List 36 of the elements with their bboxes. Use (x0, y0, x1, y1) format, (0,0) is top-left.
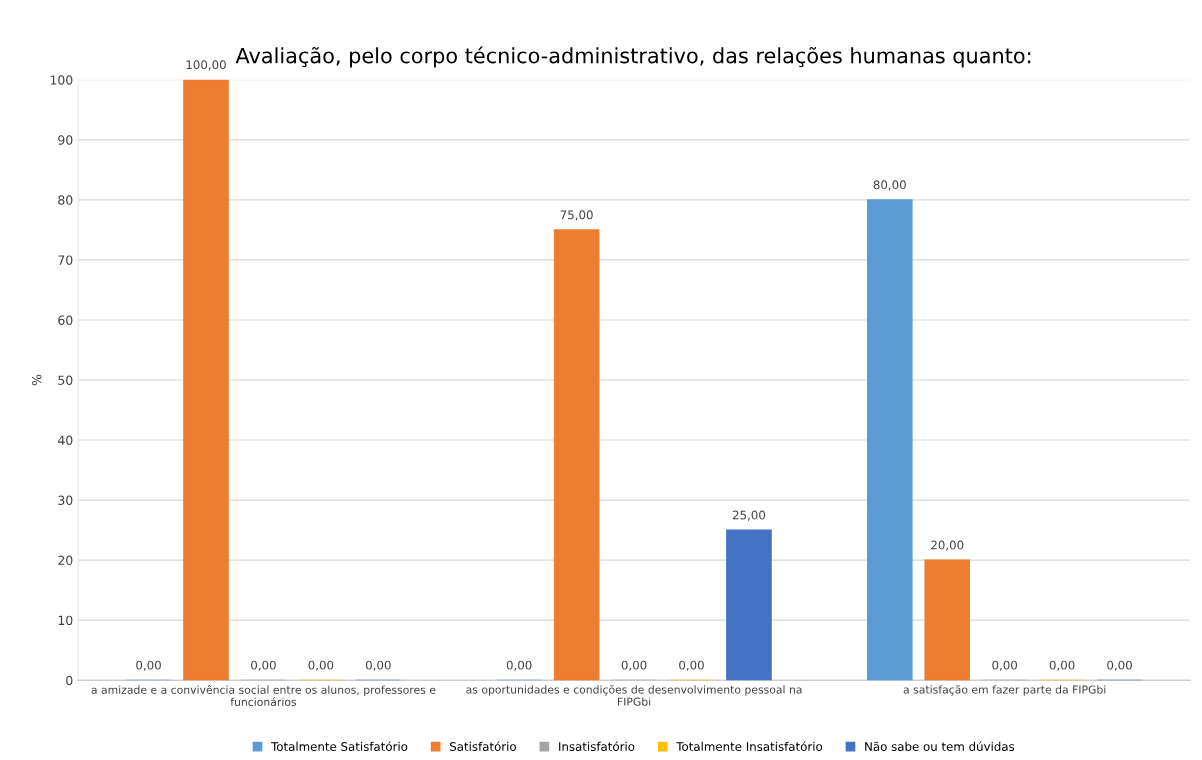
legend-label: Insatisfatório (559, 741, 635, 751)
data-label: 100,00 (186, 60, 226, 71)
data-label: 0,00 (136, 660, 161, 671)
y-tick-label: 20 (58, 555, 73, 566)
data-label: 0,00 (621, 660, 647, 671)
y-tick-label: 10 (58, 615, 73, 626)
data-label: 0,00 (251, 660, 276, 671)
legend-label: Totalmente Satisfatório (271, 741, 408, 751)
x-tick-label: a satisfação em fazer parte da FIPGbi (903, 685, 1106, 696)
data-label: 80,00 (873, 180, 906, 191)
y-tick-label: 90 (58, 135, 73, 145)
y-axis-title: % (31, 374, 42, 386)
y-tick-label: 50 (58, 375, 73, 385)
x-tick-label: as oportunidades e condições de desenvolvimento pessoal na FIPGbi (466, 685, 802, 706)
data-label: 0,00 (365, 660, 391, 671)
y-tick-label: 0 (66, 675, 73, 686)
y-tick-label: 30 (58, 495, 73, 506)
legend-label: Totalmente Insatisfatório (676, 741, 823, 751)
y-tick-label: 40 (57, 435, 73, 445)
y-tick-label: 70 (58, 255, 73, 265)
y-tick-label: 60 (58, 315, 73, 325)
x-tick-label: a amizade e a convivência social entre os alunos, professores e funcionários (91, 685, 436, 707)
data-label: 0,00 (308, 660, 334, 671)
legend-label: Não sabe ou tem dúvidas (865, 741, 1015, 751)
data-label: 25,00 (732, 510, 766, 521)
data-label: 0,00 (1049, 660, 1075, 671)
data-label: 20,00 (931, 540, 964, 551)
legend-label: Satisfatório (450, 741, 516, 751)
y-tick-label: 80 (58, 195, 73, 205)
data-label: 75,00 (560, 210, 593, 221)
chart-title: Avaliação, pelo corpo técnico-administrativo, das relações humanas quanto: (235, 46, 1031, 68)
data-label: 0,00 (992, 660, 1018, 671)
data-label: 0,00 (1107, 660, 1132, 671)
data-label: 0,00 (506, 660, 532, 671)
data-label: 0,00 (679, 660, 704, 671)
y-tick-label: 100 (50, 75, 73, 85)
